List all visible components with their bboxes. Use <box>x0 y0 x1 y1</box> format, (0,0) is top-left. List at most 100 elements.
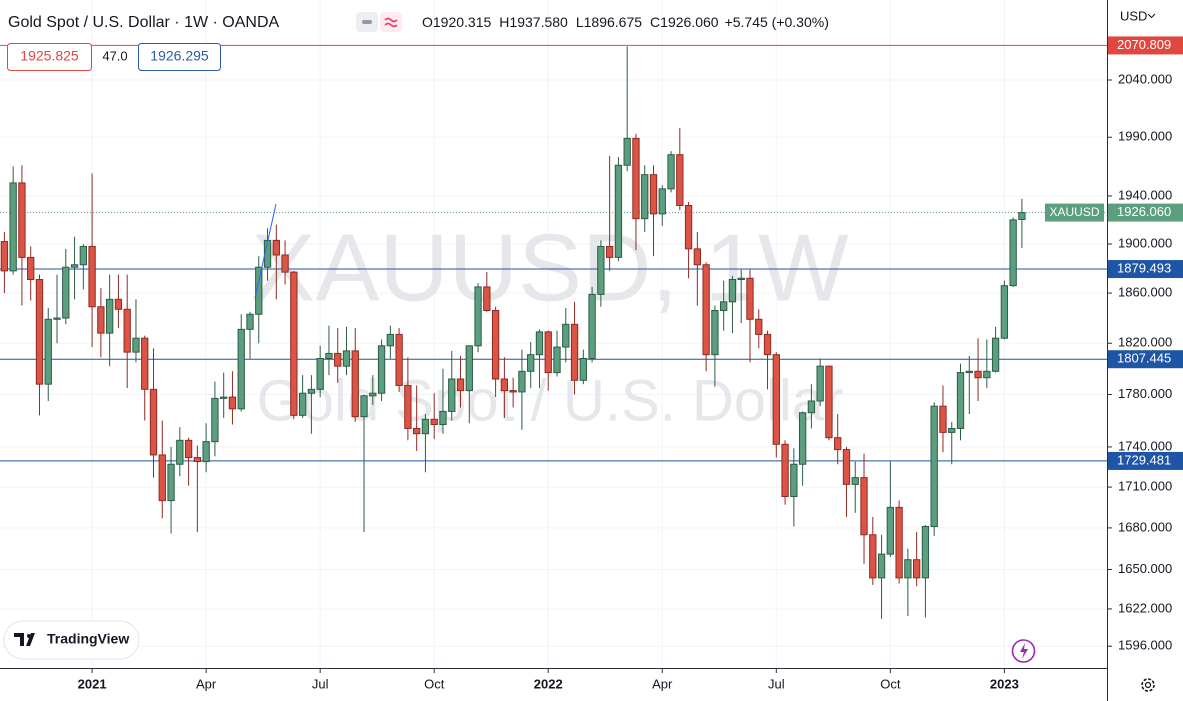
x-tick-label: Apr <box>196 676 217 691</box>
candle-body <box>728 278 737 303</box>
candle-body <box>0 241 9 272</box>
candle-body <box>62 266 70 319</box>
candle-body <box>614 164 623 258</box>
symbol-title[interactable]: Gold Spot / U.S. Dollar · 1W · OANDA <box>8 14 280 31</box>
y-tick-label: 1780.000 <box>1118 386 1172 401</box>
candle-body <box>553 346 561 374</box>
y-tick-label: 1940.000 <box>1118 187 1172 202</box>
candle-body <box>676 154 684 206</box>
y-tick-label: 2040.000 <box>1118 71 1172 86</box>
candle-body <box>176 439 184 465</box>
y-axis-labels: 2040.000 1990.000 1940.000 1900.000 1860.000… <box>1108 71 1172 653</box>
candle-body <box>518 370 526 393</box>
time-axis[interactable] <box>0 669 1108 701</box>
candle-body <box>1000 285 1009 339</box>
x-tick-label: Oct <box>880 676 901 691</box>
candle-body <box>27 256 35 280</box>
ohlc-value: 1920.315 <box>433 14 492 30</box>
candle-body <box>527 354 535 372</box>
candle-body <box>158 454 166 502</box>
x-tick-label: Oct <box>424 676 445 691</box>
candle-body <box>439 410 447 426</box>
candle-body <box>18 182 26 258</box>
candle-body <box>448 378 456 412</box>
candle-body <box>483 286 491 312</box>
candle-body <box>983 370 991 379</box>
candle-body <box>544 331 552 374</box>
y-tick-label: 1680.000 <box>1118 519 1172 534</box>
candle-body <box>79 245 87 266</box>
candle-body <box>53 317 61 320</box>
candle-body <box>1018 212 1026 220</box>
candle-body <box>623 137 631 166</box>
last-price-label: 1926.060 <box>1117 204 1171 219</box>
candle-body <box>132 337 140 353</box>
candle-body <box>755 318 763 335</box>
candle-body <box>720 301 728 312</box>
candle-body <box>790 463 798 498</box>
candle-body <box>316 358 324 390</box>
candle-body <box>255 266 263 315</box>
x-tick-label: Jul <box>312 676 329 691</box>
candle-body <box>307 388 316 394</box>
candle-body <box>141 337 149 390</box>
candle-body <box>88 245 96 308</box>
symbol-tag <box>1045 203 1104 222</box>
y-tick-label: 1990.000 <box>1118 129 1172 144</box>
candle-body <box>509 390 517 393</box>
ohlc-value: 1926.060 <box>660 14 719 30</box>
last-price-tag <box>1108 203 1183 222</box>
x-axis-labels: 2021 Apr Jul Oct 2022 Apr Jul Oct 2023 <box>78 669 1019 691</box>
candle-body <box>632 137 640 220</box>
sell-button[interactable] <box>7 43 92 71</box>
axis-price-labels: 2070.809 1879.493 1807.445 1729.481 1926.060… <box>1045 36 1183 470</box>
candle-body <box>474 286 482 347</box>
candle-body <box>860 477 868 536</box>
currency[interactable]: USD <box>1120 8 1147 23</box>
candle-body <box>948 427 956 433</box>
y-tick-label: 1650.000 <box>1118 561 1172 576</box>
candle-body <box>965 370 973 374</box>
candle-body <box>167 463 175 502</box>
candle-body <box>763 333 772 356</box>
candle-body <box>895 506 903 579</box>
candle-body <box>535 331 544 356</box>
compare-icon <box>384 17 398 28</box>
candle-body <box>711 310 719 356</box>
buy-button[interactable] <box>138 43 221 71</box>
candle-body <box>798 412 807 465</box>
candle-body <box>851 477 859 485</box>
candle-body <box>1009 219 1017 287</box>
candle-body <box>430 418 438 426</box>
compare-button[interactable] <box>380 12 402 32</box>
candle-body <box>44 318 52 385</box>
level-label: 2070.809 <box>1117 37 1171 52</box>
candle-body <box>921 526 930 579</box>
brand-badge[interactable] <box>3 620 140 660</box>
candle-body <box>456 378 465 392</box>
candle-body <box>342 350 351 367</box>
candle-body <box>842 449 851 485</box>
ohlc-legend: O1920.315 H1937.580 L1896.675 C1926.060 +5.7… <box>422 14 829 30</box>
candle-body <box>974 370 982 379</box>
spread: 47.0 <box>102 48 127 63</box>
candle-body <box>816 365 824 402</box>
candle-body <box>658 188 666 215</box>
x-tick-label: 2021 <box>78 676 107 691</box>
candle-body <box>605 245 614 258</box>
candle-body <box>211 397 219 443</box>
ohlc-label: C <box>650 14 660 30</box>
candle-body <box>746 277 754 320</box>
settings-button[interactable] <box>1141 678 1155 692</box>
candle-body <box>325 352 333 360</box>
candle-body <box>35 278 44 385</box>
candle-body <box>500 378 509 392</box>
candle-body <box>9 182 17 272</box>
candle-body <box>737 277 745 280</box>
ohlc-change: +5.745 (+0.30%) <box>725 14 829 30</box>
x-tick-label: 2022 <box>534 676 563 691</box>
level-label: 1807.445 <box>1117 351 1171 366</box>
candle-body <box>886 506 894 555</box>
candle-body <box>834 437 842 451</box>
candle-body <box>281 254 289 273</box>
